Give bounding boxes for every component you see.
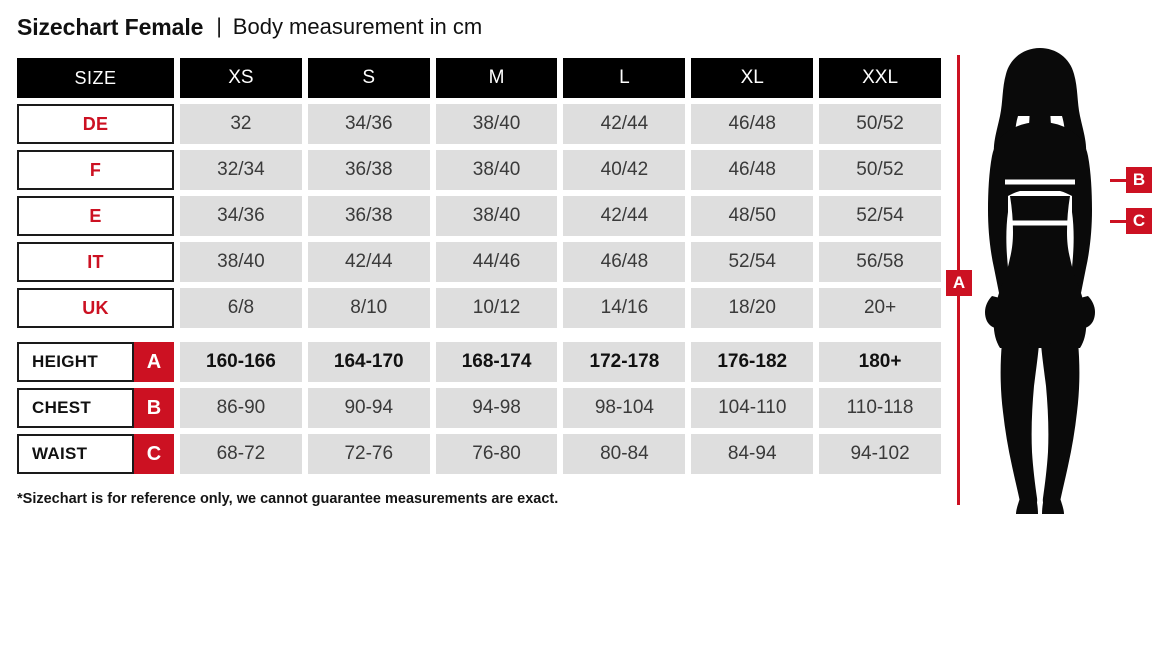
cell-de-xxl: 50/52 (819, 104, 941, 144)
cell-uk-l: 14/16 (563, 288, 686, 328)
cell-de-xl: 46/48 (691, 104, 814, 144)
cell-chest-m: 94-98 (435, 388, 558, 428)
cell-uk-xxl: 20+ (819, 288, 941, 328)
cell-f-xl: 46/48 (691, 150, 814, 190)
badge-b: B (134, 388, 174, 428)
badge-c: C (134, 434, 174, 474)
cell-waist-l: 80-84 (563, 434, 686, 474)
cell-height-xl: 176-182 (691, 342, 814, 382)
cell-waist-xxl: 94-102 (819, 434, 941, 474)
cell-f-l: 40/42 (563, 150, 686, 190)
header-cell-m: M (435, 58, 558, 98)
cell-f-xs: 32/34 (180, 150, 302, 190)
cell-uk-s: 8/10 (307, 288, 430, 328)
cell-waist-xs: 68-72 (180, 434, 302, 474)
table-row: DE 32 34/36 38/40 42/44 46/48 50/52 (17, 104, 941, 144)
table-row: IT 38/40 42/44 44/46 46/48 52/54 56/58 (17, 242, 941, 282)
header-cell-s: S (307, 58, 430, 98)
cell-chest-xl: 104-110 (691, 388, 814, 428)
footnote-disclaimer: *Sizechart is for reference only, we can… (17, 491, 559, 507)
measurement-name-height: HEIGHT (17, 342, 134, 382)
cell-uk-m: 10/12 (435, 288, 558, 328)
cell-e-xxl: 52/54 (819, 196, 941, 236)
cell-e-xl: 48/50 (691, 196, 814, 236)
table-row: E 34/36 36/38 38/40 42/44 48/50 52/54 (17, 196, 941, 236)
cell-uk-xl: 18/20 (691, 288, 814, 328)
table-row: WAIST C 68-72 72-76 76-80 80-84 84-94 94… (17, 434, 941, 474)
cell-waist-xl: 84-94 (691, 434, 814, 474)
header-cell-xxl: XXL (819, 58, 941, 98)
cell-e-l: 42/44 (563, 196, 686, 236)
measurement-name-chest: CHEST (17, 388, 134, 428)
cell-height-m: 168-174 (435, 342, 558, 382)
title-separator: | (216, 15, 222, 38)
cell-height-xxl: 180+ (819, 342, 941, 382)
cell-it-xl: 52/54 (691, 242, 814, 282)
page-title-subtitle: Body measurement in cm (232, 14, 483, 39)
header-cell-xl: XL (691, 58, 814, 98)
cell-de-s: 34/36 (307, 104, 430, 144)
figure-badge-b: B (1126, 167, 1152, 193)
cell-e-xs: 34/36 (180, 196, 302, 236)
header-cell-l: L (563, 58, 686, 98)
cell-f-s: 36/38 (307, 150, 430, 190)
measurement-name-waist: WAIST (17, 434, 134, 474)
page-title: Sizechart Female | Body measurement in c… (17, 12, 482, 42)
row-label-de: DE (17, 104, 174, 144)
cell-height-l: 172-178 (563, 342, 686, 382)
chest-leader-line (1110, 179, 1126, 182)
female-silhouette-icon (985, 48, 1095, 514)
cell-de-m: 38/40 (435, 104, 558, 144)
row-label-f: F (17, 150, 174, 190)
header-cell-size: SIZE (17, 58, 174, 98)
row-label-e: E (17, 196, 174, 236)
cell-it-l: 46/48 (563, 242, 686, 282)
table-row: HEIGHT A 160-166 164-170 168-174 172-178… (17, 342, 941, 382)
figure-badge-a: A (946, 270, 972, 296)
cell-e-s: 36/38 (307, 196, 430, 236)
sizechart-table: SIZE XS S M L XL XXL DE 32 34/36 38/40 4… (17, 58, 941, 480)
cell-height-xs: 160-166 (180, 342, 302, 382)
cell-chest-xs: 86-90 (180, 388, 302, 428)
page-title-main: Sizechart Female (17, 13, 204, 40)
cell-it-xs: 38/40 (180, 242, 302, 282)
cell-e-m: 38/40 (435, 196, 558, 236)
waist-leader-line (1110, 220, 1126, 223)
cell-f-m: 38/40 (435, 150, 558, 190)
table-row: CHEST B 86-90 90-94 94-98 98-104 104-110… (17, 388, 941, 428)
cell-chest-s: 90-94 (307, 388, 430, 428)
table-row: F 32/34 36/38 38/40 40/42 46/48 50/52 (17, 150, 941, 190)
cell-it-m: 44/46 (435, 242, 558, 282)
cell-f-xxl: 50/52 (819, 150, 941, 190)
badge-a: A (134, 342, 174, 382)
figure-badge-c: C (1126, 208, 1152, 234)
row-label-waist: WAIST C (17, 434, 174, 474)
cell-it-s: 42/44 (307, 242, 430, 282)
table-header-row: SIZE XS S M L XL XXL (17, 58, 941, 98)
cell-waist-s: 72-76 (307, 434, 430, 474)
cell-it-xxl: 56/58 (819, 242, 941, 282)
measurement-figure: A B C (930, 40, 1169, 530)
cell-de-l: 42/44 (563, 104, 686, 144)
cell-height-s: 164-170 (307, 342, 430, 382)
row-label-it: IT (17, 242, 174, 282)
cell-chest-l: 98-104 (563, 388, 686, 428)
row-label-chest: CHEST B (17, 388, 174, 428)
row-label-uk: UK (17, 288, 174, 328)
cell-uk-xs: 6/8 (180, 288, 302, 328)
header-cell-xs: XS (180, 58, 302, 98)
cell-de-xs: 32 (180, 104, 302, 144)
row-label-height: HEIGHT A (17, 342, 174, 382)
cell-chest-xxl: 110-118 (819, 388, 941, 428)
table-row: UK 6/8 8/10 10/12 14/16 18/20 20+ (17, 288, 941, 328)
cell-waist-m: 76-80 (435, 434, 558, 474)
